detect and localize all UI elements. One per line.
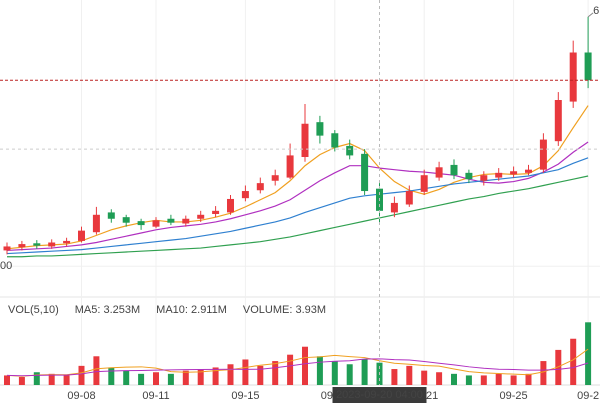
volume-bar: [480, 375, 487, 385]
volume-bar: [555, 349, 562, 385]
volume-bar: [138, 373, 145, 385]
candle-body: [286, 155, 294, 178]
volume-bar: [108, 367, 115, 385]
volume-bar: [465, 375, 472, 385]
volume-bar: [525, 373, 532, 385]
candle-body: [316, 122, 324, 136]
candle-body: [18, 244, 26, 248]
high-label: 6: [593, 5, 599, 17]
volume-legend: MA10: 2.911M: [156, 304, 227, 316]
candle-body: [78, 230, 85, 241]
volume-bar: [495, 373, 502, 385]
candle-body: [480, 175, 488, 181]
candle-body: [48, 242, 56, 247]
volume-bar: [391, 369, 398, 385]
volume-bar: [123, 370, 130, 385]
crosshair-label: 2023-09-20 04:00: [336, 389, 423, 401]
x-tick-label: 09-15: [231, 390, 259, 402]
volume-bar: [197, 369, 204, 385]
volume-bar: [167, 373, 174, 385]
volume-bar: [570, 338, 577, 385]
ma-line: [6, 157, 589, 255]
crosshair-label-bg: [332, 387, 427, 403]
candle-body: [495, 172, 503, 178]
volume-bar: [212, 367, 219, 385]
candle-body: [33, 243, 41, 246]
candle-body: [346, 145, 354, 156]
volume-bar: [182, 370, 189, 385]
candle-body: [569, 52, 577, 102]
y-tick-label: 00: [0, 260, 12, 272]
candle-body: [525, 169, 532, 173]
volume-bar: [406, 365, 413, 385]
volume-bar: [510, 375, 517, 385]
volume-bar: [242, 359, 249, 385]
volume-ma-line: [6, 348, 589, 377]
high-marker: [587, 12, 594, 18]
candle-body: [197, 214, 205, 219]
volume-bar: [302, 346, 308, 385]
candle-body: [450, 164, 458, 176]
candle-body: [435, 167, 443, 178]
candle-body: [554, 100, 562, 142]
x-tick-label: 09-25: [500, 390, 528, 402]
volume-legend: VOLUME: 3.93M: [243, 304, 326, 316]
volume-bar: [4, 375, 10, 385]
volume-bar: [227, 364, 234, 385]
ma-line: [6, 105, 589, 250]
candle-body: [510, 171, 518, 175]
candle-body: [3, 246, 11, 251]
candle-body: [539, 139, 547, 170]
volume-bar: [287, 354, 294, 385]
volume-bar: [346, 364, 353, 385]
candle-body: [331, 133, 339, 148]
candle-body: [122, 217, 130, 223]
volume-bar: [18, 377, 25, 385]
volume-bar: [421, 370, 428, 385]
candle-body: [227, 198, 234, 213]
candle-body: [137, 221, 145, 226]
ma-line: [7, 175, 589, 258]
x-tick-label: 09-2: [577, 390, 599, 402]
candle-body: [241, 191, 249, 199]
candle-body: [361, 153, 369, 192]
volume-bar: [331, 361, 338, 385]
candle-body: [167, 218, 175, 223]
volume-bar: [585, 322, 592, 385]
candle-body: [182, 218, 190, 224]
volume-bar: [361, 359, 368, 385]
volume-bar: [153, 372, 159, 385]
ma-line: [6, 141, 589, 252]
candle-body: [92, 214, 100, 233]
candle-body: [301, 123, 309, 157]
volume-bar: [33, 372, 40, 385]
volume-bar: [257, 365, 264, 385]
candle-body: [465, 172, 473, 180]
candle-body: [584, 52, 592, 81]
candle-body: [63, 240, 71, 244]
candle-body: [271, 175, 279, 181]
candle-body: [390, 202, 398, 213]
volume-ma-line: [6, 358, 589, 377]
x-tick-label: 09-11: [142, 390, 169, 402]
volume-bar: [93, 356, 100, 385]
candle-body: [212, 210, 220, 214]
volume-bar: [451, 373, 457, 385]
volume-legend: VOL(5,10): [8, 304, 59, 316]
volume-bar: [436, 372, 443, 385]
candle-body: [405, 191, 413, 205]
x-tick-label: 09-08: [67, 390, 95, 402]
candle-body: [107, 212, 115, 219]
volume-bar: [272, 361, 279, 385]
volume-bar: [48, 373, 55, 385]
volume-bar: [540, 361, 547, 385]
volume-bar: [78, 365, 85, 385]
volume-bar: [63, 375, 70, 385]
volume-legend: MA5: 3.253M: [75, 304, 140, 316]
candle-body: [420, 175, 428, 192]
volume-bar: [316, 356, 323, 385]
candle-body: [152, 220, 160, 227]
candle-body: [256, 183, 264, 191]
